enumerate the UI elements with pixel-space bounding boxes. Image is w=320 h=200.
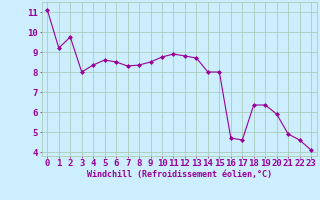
X-axis label: Windchill (Refroidissement éolien,°C): Windchill (Refroidissement éolien,°C) [87,170,272,179]
